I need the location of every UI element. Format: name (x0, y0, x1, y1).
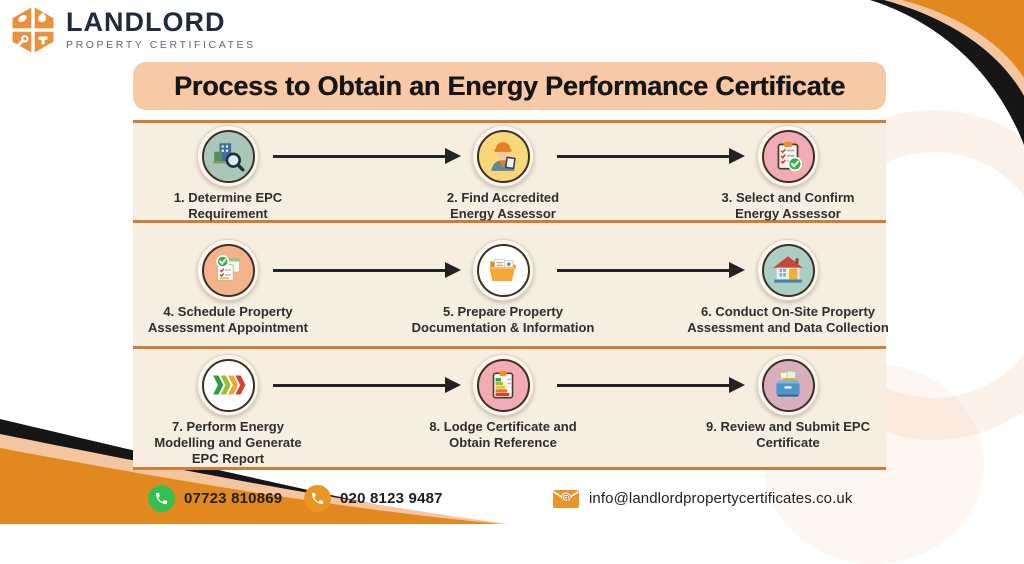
step-2: 2. Find Accredited Energy Assessor (388, 125, 618, 222)
email-icon: @ (553, 489, 579, 508)
energy-assessor-icon (491, 142, 516, 171)
step-4: 4. Schedule Property Assessment Appointm… (113, 239, 343, 336)
logo-subtitle: PROPERTY CERTIFICATES (66, 39, 256, 51)
divider-line (133, 120, 886, 123)
step-1-disc (197, 125, 259, 187)
step-5: 5. Prepare Property Documentation & Info… (388, 239, 618, 336)
logo: LANDLORD PROPERTY CERTIFICATES (8, 5, 256, 55)
divider-line (133, 220, 886, 223)
step-6-label: 6. Conduct On-Site Property Assessment a… (687, 304, 889, 335)
step-6-disc (757, 239, 819, 301)
step-8: 8. Lodge Certificate and Obtain Referenc… (388, 354, 618, 451)
step-7: 7. Perform Energy Modelling and Generate… (113, 354, 343, 467)
divider-line (133, 346, 886, 349)
step-4-disc (197, 239, 259, 301)
phone-icon (304, 484, 331, 512)
step-9: 9. Review and Submit EPC Certificate (673, 354, 903, 451)
step-3: 3. Select and Confirm Energy Assessor (673, 125, 903, 222)
step-9-label: 9. Review and Submit EPC Certificate (706, 419, 870, 450)
phone-number: 020 8123 9487 (340, 489, 443, 507)
flow-arrow (273, 147, 461, 164)
svg-text:@: @ (562, 493, 571, 503)
phone-contact[interactable]: 020 8123 9487 (304, 484, 443, 512)
flow-arrow (557, 261, 745, 278)
whatsapp-contact[interactable]: 07723 810869 (148, 484, 282, 512)
email-contact[interactable]: @ info@landlordpropertycertificates.co.u… (552, 484, 852, 512)
building-search-icon (213, 143, 245, 172)
step-1-label: 1. Determine EPC Requirement (173, 190, 283, 221)
step-2-disc (472, 125, 534, 187)
step-1: 1. Determine EPC Requirement (113, 125, 343, 222)
step-5-disc (472, 239, 534, 301)
email-address: info@landlordpropertycertificates.co.uk (589, 489, 853, 507)
whatsapp-icon (148, 484, 175, 512)
step-7-disc (197, 354, 259, 416)
house-icon (773, 256, 803, 283)
clipboard-check-icon (777, 141, 803, 172)
epc-rating-arrows-icon (213, 375, 246, 395)
step-3-label: 3. Select and Confirm Energy Assessor (721, 190, 855, 221)
step-6: 6. Conduct On-Site Property Assessment a… (673, 239, 903, 336)
divider-line (133, 467, 886, 470)
step-8-disc (472, 354, 534, 416)
step-8-label: 8. Lodge Certificate and Obtain Referenc… (429, 419, 577, 450)
step-5-label: 5. Prepare Property Documentation & Info… (411, 304, 595, 335)
step-7-label: 7. Perform Energy Modelling and Generate… (154, 419, 302, 466)
step-3-disc (757, 125, 819, 187)
page-title: Process to Obtain an Energy Performance … (173, 70, 846, 101)
epc-certificate-icon (492, 370, 514, 399)
title-banner: Process to Obtain an Energy Performance … (133, 62, 886, 110)
logo-name: LANDLORD (66, 7, 226, 37)
flow-arrow (273, 261, 461, 278)
flow-arrow (557, 376, 745, 393)
step-9-disc (757, 354, 819, 416)
step-4-label: 4. Schedule Property Assessment Appointm… (148, 304, 308, 335)
logo-hexagon-icon (12, 6, 54, 54)
corner-swoosh-bottom-left (0, 419, 508, 524)
folder-documents-icon (489, 258, 516, 282)
archive-drawer-icon (776, 370, 800, 397)
corner-swoosh-top-right (870, 0, 1024, 145)
step-2-label: 2. Find Accredited Energy Assessor (446, 190, 560, 221)
process-panel: 1. Determine EPC Requirement 2. Find Acc… (133, 120, 889, 470)
flow-arrow (273, 376, 461, 393)
flow-arrow (557, 147, 745, 164)
calendar-check-icon (216, 255, 241, 282)
whatsapp-number: 07723 810869 (184, 489, 283, 507)
